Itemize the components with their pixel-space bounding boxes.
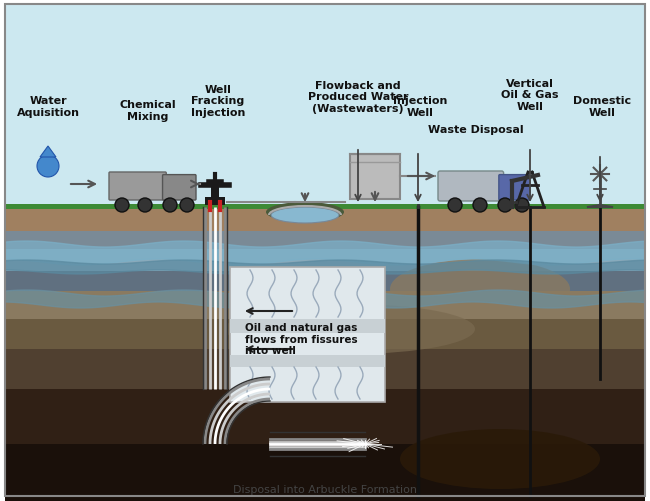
Bar <box>5 5 645 204</box>
Circle shape <box>115 198 129 212</box>
Text: Well
Fracking
Injection: Well Fracking Injection <box>191 85 245 118</box>
Circle shape <box>498 198 512 212</box>
Text: Water
Aquisition: Water Aquisition <box>16 96 79 118</box>
Bar <box>5 272 645 292</box>
FancyBboxPatch shape <box>499 175 530 200</box>
Bar <box>230 355 385 367</box>
Bar <box>5 292 645 319</box>
Bar <box>5 444 645 501</box>
Bar <box>5 319 645 349</box>
Circle shape <box>473 198 487 212</box>
Bar <box>5 231 645 249</box>
Polygon shape <box>5 241 645 266</box>
Bar <box>230 319 385 333</box>
Polygon shape <box>5 261 645 275</box>
Bar <box>350 155 400 199</box>
Bar <box>5 349 645 389</box>
Bar <box>5 219 645 496</box>
Ellipse shape <box>271 207 339 223</box>
Text: Flowback and
Produced Water
(Wastewaters): Flowback and Produced Water (Wastewaters… <box>307 81 408 114</box>
Text: Injection
Well: Injection Well <box>393 96 447 118</box>
Bar <box>5 209 645 231</box>
FancyBboxPatch shape <box>109 173 166 200</box>
Ellipse shape <box>390 260 570 319</box>
Bar <box>5 204 645 219</box>
FancyBboxPatch shape <box>162 175 196 200</box>
Circle shape <box>37 156 59 178</box>
Text: Oil and natural gas
flows from fissures
into well: Oil and natural gas flows from fissures … <box>245 322 358 356</box>
Circle shape <box>448 198 462 212</box>
Circle shape <box>515 198 529 212</box>
Ellipse shape <box>225 305 475 354</box>
Circle shape <box>163 198 177 212</box>
Polygon shape <box>40 147 56 158</box>
Text: Waste Disposal: Waste Disposal <box>428 125 524 135</box>
Bar <box>5 249 645 272</box>
Polygon shape <box>5 291 645 309</box>
FancyBboxPatch shape <box>438 172 504 201</box>
Bar <box>211 183 219 197</box>
Ellipse shape <box>266 202 344 222</box>
Circle shape <box>180 198 194 212</box>
Bar <box>205 197 225 205</box>
Text: Disposal into Arbuckle Formation: Disposal into Arbuckle Formation <box>233 484 417 494</box>
Ellipse shape <box>400 429 600 489</box>
Text: Chemical
Mixing: Chemical Mixing <box>120 100 176 122</box>
Text: Domestic
Well: Domestic Well <box>573 96 631 118</box>
Bar <box>230 268 385 402</box>
Circle shape <box>138 198 152 212</box>
Bar <box>5 389 645 444</box>
Text: Vertical
Oil & Gas
Well: Vertical Oil & Gas Well <box>501 79 559 112</box>
